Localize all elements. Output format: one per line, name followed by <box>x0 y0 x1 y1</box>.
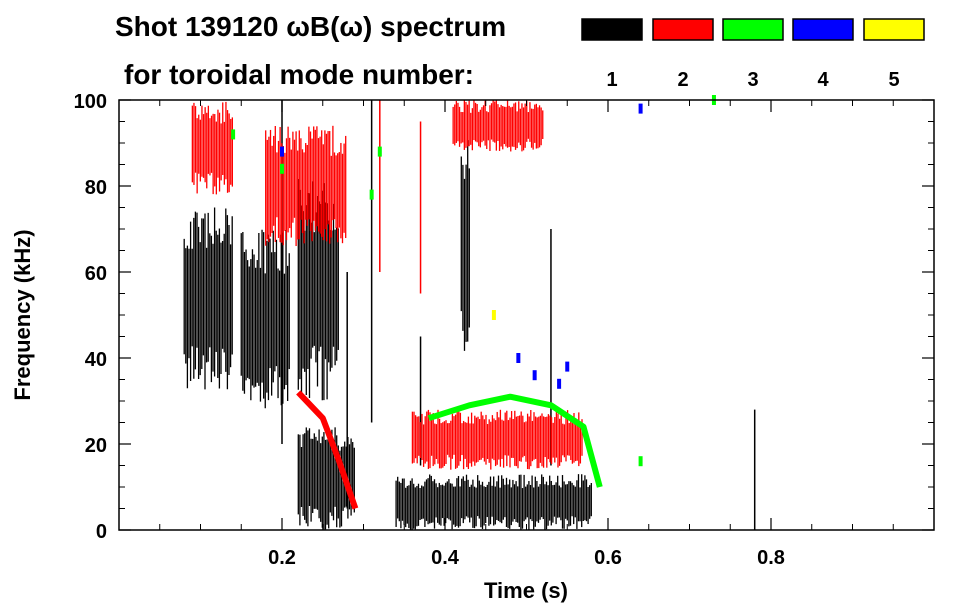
axis-ticks: 0.2 0.4 0.6 0.8 0 20 40 60 80 100 <box>74 91 934 569</box>
legend-label-5: 5 <box>888 69 899 91</box>
series-3-point-4 <box>638 456 643 467</box>
y-tick-label: 20 <box>85 435 107 457</box>
legend-label-1: 1 <box>606 69 617 91</box>
legend-swatch-1 <box>581 18 643 41</box>
series-1-region-5 <box>460 140 470 351</box>
plot-marks <box>183 95 756 530</box>
x-tick-label: 0.2 <box>268 547 296 569</box>
x-axis-label: Time (s) <box>484 578 568 603</box>
series-1-region-0 <box>183 207 233 390</box>
y-tick-label: 100 <box>74 91 107 113</box>
chart-title: Shot 139120 ωB(ω) spectrum <box>115 11 506 42</box>
series-2 <box>191 100 583 510</box>
legend-swatch-3 <box>722 18 784 41</box>
y-tick-label: 80 <box>85 177 107 199</box>
series-3-point-2 <box>369 189 374 200</box>
series-3-point-3 <box>377 146 382 157</box>
series-3-curve <box>427 393 603 488</box>
legend-label-4: 4 <box>817 69 829 91</box>
series-2-region-3 <box>452 100 544 152</box>
series-2-curve <box>296 390 359 510</box>
y-tick-label: 60 <box>85 263 107 285</box>
series-3-point-1 <box>280 163 284 174</box>
series-4-point-1 <box>516 353 521 363</box>
series-2-region-1 <box>265 125 347 247</box>
legend-swatch-5 <box>863 18 925 41</box>
series-4-point-2 <box>532 370 537 381</box>
legend-label-2: 2 <box>677 69 688 91</box>
x-tick-label: 0.6 <box>594 547 622 569</box>
series-3-point-0 <box>231 129 236 140</box>
y-tick-label: 0 <box>96 521 107 543</box>
series-5 <box>491 310 496 320</box>
series-1 <box>183 100 756 530</box>
legend-swatch-4 <box>792 18 854 41</box>
chart-subtitle: for toroidal mode number: <box>124 59 474 90</box>
x-tick-label: 0.8 <box>757 547 785 569</box>
series-5-point-0 <box>491 310 496 320</box>
series-4 <box>280 103 643 389</box>
series-2-region-2 <box>411 409 583 470</box>
series-4-point-3 <box>557 378 562 389</box>
legend-label-3: 3 <box>747 69 758 91</box>
series-4-point-0 <box>280 146 284 157</box>
series-4-point-4 <box>565 361 570 372</box>
y-tick-label: 40 <box>85 349 107 371</box>
series-4-point-5 <box>638 103 643 114</box>
x-tick-label: 0.4 <box>431 547 460 569</box>
legend-swatch-2 <box>652 18 714 41</box>
y-axis-label: Frequency (kHz) <box>10 229 35 400</box>
series-2-region-0 <box>191 101 234 195</box>
legend: 1 2 3 4 5 <box>581 18 925 91</box>
series-1-region-4 <box>395 474 592 530</box>
